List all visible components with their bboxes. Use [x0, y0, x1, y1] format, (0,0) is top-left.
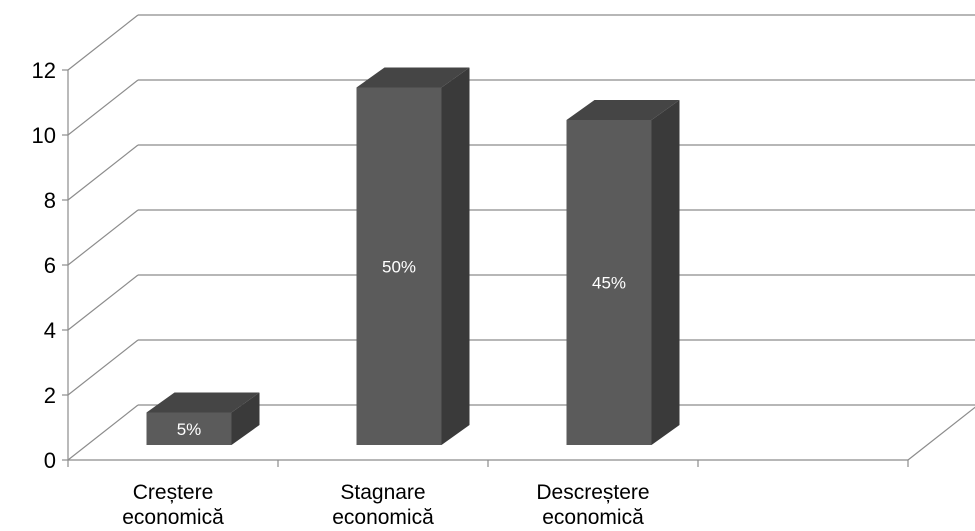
gridline-diagonal	[67, 144, 139, 201]
y-tick-label: 0	[44, 448, 56, 473]
bar	[146, 392, 260, 445]
category-label: Stagnare	[340, 481, 425, 504]
gridline-diagonal	[67, 339, 139, 396]
bar-top	[356, 67, 470, 88]
bar-front	[356, 87, 442, 445]
data-label: 50%	[382, 257, 416, 276]
category-label: economică	[542, 506, 644, 529]
y-tick-label: 4	[44, 318, 56, 343]
category-label: economică	[332, 506, 434, 529]
bar	[566, 100, 680, 445]
bar-top	[566, 100, 680, 120]
y-tick-label: 12	[32, 58, 56, 83]
labels: 0246810125%Creștereeconomică50%Stagnaree…	[32, 58, 650, 529]
data-label: 5%	[177, 420, 202, 439]
gridline-diagonal	[67, 209, 139, 266]
gridline-diagonal	[67, 14, 139, 71]
gridline-diagonal	[67, 404, 139, 461]
axes	[62, 69, 975, 467]
bar-side	[651, 100, 680, 445]
gridline-diagonal	[67, 79, 139, 136]
gridline-diagonal	[67, 274, 139, 331]
bar-side	[231, 392, 260, 445]
category-label: economică	[122, 506, 224, 529]
y-tick-label: 6	[44, 253, 56, 278]
floor-right-edge	[907, 406, 975, 461]
bar-front	[146, 412, 232, 445]
y-tick-label: 2	[44, 383, 56, 408]
category-label: Creștere	[133, 481, 214, 504]
bar-top	[146, 392, 260, 413]
bar-front	[566, 120, 652, 445]
gridlines	[67, 14, 975, 461]
bars	[146, 67, 680, 445]
y-tick-label: 10	[32, 123, 56, 148]
bar-side	[441, 67, 470, 445]
category-label: Descreștere	[536, 481, 649, 504]
bar	[356, 67, 470, 445]
y-tick-label: 8	[44, 188, 56, 213]
data-label: 45%	[592, 274, 626, 293]
